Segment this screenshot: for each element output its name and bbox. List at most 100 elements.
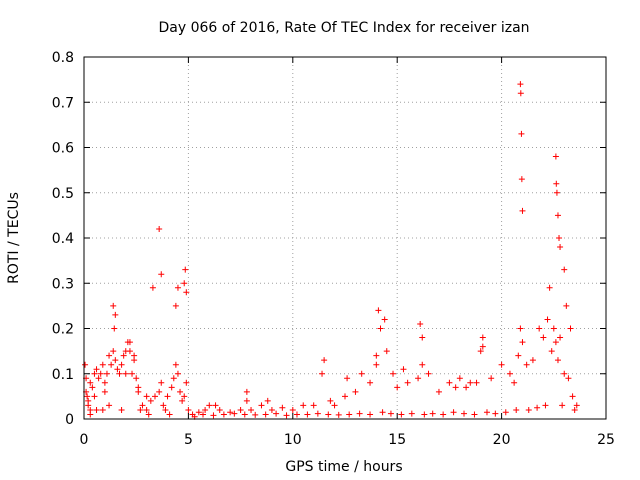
y-axis-title: ROTI / TECUs	[6, 192, 22, 284]
y-tick-labels: 0 0.1 0.2 0.3 0.4 0.5 0.6 0.7 0.8	[52, 50, 74, 428]
data-point	[367, 411, 374, 418]
data-point	[517, 90, 524, 97]
data-point	[200, 411, 207, 418]
data-point	[492, 410, 499, 417]
data-point	[112, 357, 119, 364]
data-point	[554, 212, 561, 219]
data-point	[289, 406, 296, 413]
data-point	[129, 370, 136, 377]
data-point	[473, 379, 480, 386]
data-point	[220, 411, 227, 418]
data-point	[174, 284, 181, 291]
data-point	[467, 379, 474, 386]
data-point	[327, 397, 334, 404]
data-point	[97, 370, 104, 377]
data-point	[373, 352, 380, 359]
data-point	[477, 348, 484, 355]
data-point	[243, 397, 250, 404]
data-point	[358, 370, 365, 377]
data-point	[160, 402, 167, 409]
data-point	[550, 325, 557, 332]
data-point	[517, 325, 524, 332]
data-point	[231, 410, 238, 417]
data-point	[419, 334, 426, 341]
grid-lines	[84, 57, 606, 419]
data-points	[82, 81, 580, 420]
data-point	[82, 361, 89, 368]
data-point	[158, 379, 165, 386]
x-axis-title: GPS time / hours	[285, 459, 402, 475]
data-point	[172, 361, 179, 368]
data-point	[93, 366, 100, 373]
data-point	[262, 411, 269, 418]
data-point	[135, 384, 142, 391]
data-point	[147, 397, 154, 404]
data-point	[177, 388, 184, 395]
y-tick-label: 0.6	[52, 141, 74, 157]
data-point	[202, 406, 209, 413]
data-point	[377, 325, 384, 332]
data-point	[89, 384, 96, 391]
data-point	[518, 176, 525, 183]
data-point	[293, 411, 300, 418]
data-point	[488, 375, 495, 382]
data-point	[552, 153, 559, 160]
data-point	[182, 266, 189, 273]
axis-ticks	[83, 56, 607, 420]
data-point	[87, 411, 94, 418]
data-point	[552, 339, 559, 346]
data-point	[84, 393, 91, 400]
data-point	[210, 412, 217, 419]
data-point	[518, 130, 525, 137]
data-point	[300, 402, 307, 409]
data-point	[515, 352, 522, 359]
data-point	[101, 379, 108, 386]
data-point	[404, 379, 411, 386]
data-point	[352, 388, 359, 395]
data-point	[425, 370, 432, 377]
data-point	[342, 393, 348, 400]
data-point	[529, 357, 536, 364]
data-point	[268, 406, 275, 413]
data-point	[264, 397, 271, 404]
data-point	[183, 379, 190, 386]
data-point	[120, 352, 127, 359]
data-point	[248, 406, 255, 413]
data-point	[314, 410, 321, 417]
data-point	[164, 393, 171, 400]
data-point	[523, 361, 530, 368]
data-point	[400, 366, 407, 373]
data-point	[479, 334, 486, 341]
data-point	[502, 409, 509, 416]
data-point	[398, 411, 405, 418]
data-point	[483, 409, 490, 416]
data-point	[561, 266, 568, 273]
data-point	[179, 397, 186, 404]
data-point	[162, 406, 169, 413]
data-point	[85, 397, 92, 404]
data-point	[126, 339, 133, 346]
data-point	[195, 409, 202, 416]
data-point	[91, 393, 98, 400]
data-point	[461, 410, 468, 417]
y-tick-label: 0	[65, 412, 74, 428]
data-point	[519, 207, 526, 214]
data-point	[131, 352, 138, 359]
data-point	[145, 411, 152, 418]
data-point	[101, 388, 108, 395]
y-tick-label: 0.2	[52, 322, 74, 338]
data-point	[381, 316, 388, 323]
data-point	[122, 370, 129, 377]
data-point	[279, 404, 286, 411]
data-point	[87, 379, 94, 386]
x-tick-label: 15	[388, 432, 406, 448]
data-point	[99, 406, 106, 413]
data-point	[143, 406, 150, 413]
data-point	[375, 307, 382, 314]
data-point	[450, 409, 457, 416]
data-point	[534, 404, 541, 411]
data-point	[408, 410, 415, 417]
data-point	[542, 402, 549, 409]
data-point	[241, 411, 248, 418]
data-point	[181, 280, 188, 287]
